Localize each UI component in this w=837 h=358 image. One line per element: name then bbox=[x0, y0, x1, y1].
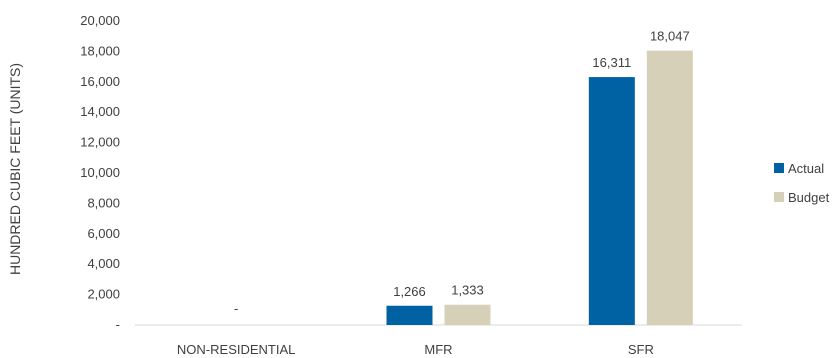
y-tick-label: 4,000 bbox=[87, 256, 120, 271]
data-label: 1,333 bbox=[451, 283, 484, 298]
bars bbox=[386, 50, 693, 325]
y-tick-label: 6,000 bbox=[87, 226, 120, 241]
y-tick-label: 2,000 bbox=[87, 287, 120, 302]
x-tick-label: MFR bbox=[424, 342, 452, 357]
bar-actual-sfr bbox=[588, 77, 635, 325]
data-label: 16,311 bbox=[592, 55, 631, 70]
bar-budget-mfr bbox=[444, 304, 491, 325]
y-axis-ticks: - 2,000 4,000 6,000 8,000 10,000 12,000 14,000 1… bbox=[80, 13, 120, 332]
data-label: 18,047 bbox=[650, 29, 690, 44]
y-tick-label: 18,000 bbox=[80, 43, 120, 58]
y-tick-label: 8,000 bbox=[87, 195, 120, 210]
y-tick-label: 10,000 bbox=[80, 165, 120, 180]
y-tick-label: 20,000 bbox=[80, 13, 120, 28]
category-labels: NON-RESIDENTIAL MFR SFR bbox=[177, 342, 654, 357]
data-label: - bbox=[234, 301, 238, 316]
legend: Actual Budget bbox=[774, 161, 830, 205]
y-axis-title: HUNDRED CUBIC FEET (UNITS) bbox=[7, 63, 23, 275]
x-tick-label: SFR bbox=[628, 342, 654, 357]
y-tick-label: - bbox=[116, 317, 120, 332]
y-tick-label: 16,000 bbox=[80, 74, 120, 89]
legend-label-actual: Actual bbox=[788, 161, 824, 176]
legend-swatch-actual bbox=[774, 163, 784, 173]
y-tick-label: 12,000 bbox=[80, 135, 120, 150]
legend-swatch-budget bbox=[774, 192, 784, 202]
bar-actual-mfr bbox=[386, 305, 433, 325]
data-labels: - 1,266 1,333 16,311 18,047 bbox=[234, 29, 690, 316]
y-tick-label: 14,000 bbox=[80, 104, 120, 119]
bar-budget-sfr bbox=[646, 50, 693, 325]
legend-label-budget: Budget bbox=[788, 190, 830, 205]
data-label: 1,266 bbox=[393, 284, 426, 299]
x-tick-label: NON-RESIDENTIAL bbox=[177, 342, 295, 357]
